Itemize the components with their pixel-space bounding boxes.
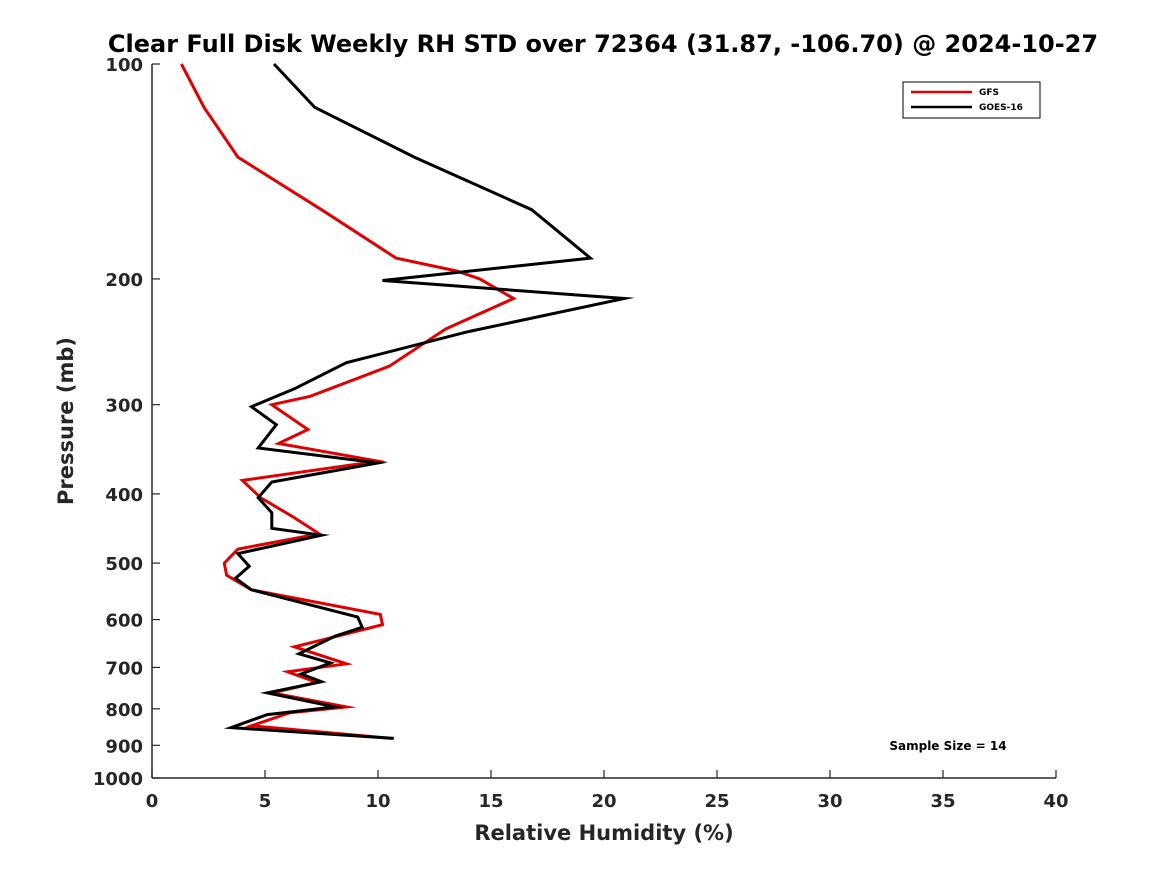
legend-label-gfs: GFS xyxy=(979,88,999,98)
sample-size-annotation: Sample Size = 14 xyxy=(889,739,1006,753)
x-tick-label: 35 xyxy=(930,791,955,812)
y-tick-label: 700 xyxy=(105,658,143,679)
plot-area xyxy=(152,64,1056,778)
x-tick-label: 25 xyxy=(704,791,729,812)
chart-title: Clear Full Disk Weekly RH STD over 72364… xyxy=(108,30,1098,58)
y-axis-label: Pressure (mb) xyxy=(54,337,78,505)
y-tick-label: 500 xyxy=(105,554,143,575)
y-tick-label: 900 xyxy=(105,736,143,757)
series-line-gfs xyxy=(180,63,517,740)
x-axis-label: Relative Humidity (%) xyxy=(474,821,733,845)
x-tick-label: 15 xyxy=(478,791,503,812)
x-tick-label: 5 xyxy=(259,791,272,812)
y-tick-label: 400 xyxy=(105,485,143,506)
y-tick-label: 600 xyxy=(105,611,143,632)
x-tick-label: 30 xyxy=(817,791,842,812)
series-line-goes-16 xyxy=(223,62,635,740)
legend-box xyxy=(902,81,1041,119)
y-tick-label: 100 xyxy=(105,55,143,76)
y-tick-label: 800 xyxy=(105,700,143,721)
legend: GFS GOES-16 xyxy=(902,81,1041,119)
y-tick-label: 300 xyxy=(105,396,143,417)
y-ticks: 100 200 300 400 500 600 700 800 900 1000 xyxy=(93,55,160,790)
legend-label-goes16: GOES-16 xyxy=(979,103,1023,113)
series-layer xyxy=(180,62,635,740)
y-tick-label: 200 xyxy=(105,270,143,291)
x-ticks: 0 5 10 15 20 25 30 35 40 xyxy=(146,770,1069,812)
x-tick-label: 0 xyxy=(146,791,159,812)
y-tick-label: 1000 xyxy=(93,769,143,790)
x-tick-label: 10 xyxy=(365,791,390,812)
x-tick-label: 40 xyxy=(1043,791,1068,812)
x-tick-label: 20 xyxy=(591,791,616,812)
